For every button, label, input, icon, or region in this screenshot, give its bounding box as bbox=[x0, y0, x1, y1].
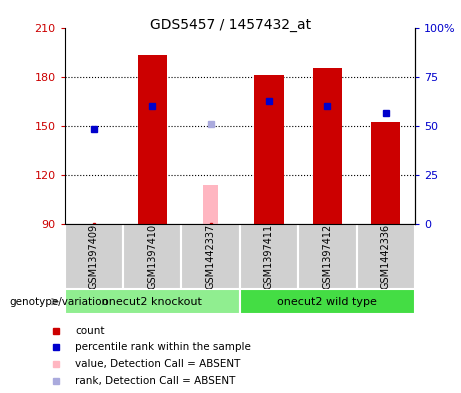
Text: percentile rank within the sample: percentile rank within the sample bbox=[75, 342, 251, 352]
Text: value, Detection Call = ABSENT: value, Detection Call = ABSENT bbox=[75, 359, 241, 369]
Text: rank, Detection Call = ABSENT: rank, Detection Call = ABSENT bbox=[75, 376, 236, 386]
Text: GSM1442337: GSM1442337 bbox=[206, 224, 216, 289]
Bar bbox=[254, 75, 284, 224]
Bar bbox=[240, 224, 298, 289]
Text: GDS5457 / 1457432_at: GDS5457 / 1457432_at bbox=[150, 18, 311, 32]
Bar bbox=[298, 224, 356, 289]
Text: GSM1442336: GSM1442336 bbox=[381, 224, 391, 289]
Bar bbox=[240, 289, 415, 314]
Bar bbox=[313, 68, 342, 224]
Bar bbox=[356, 224, 415, 289]
Bar bbox=[123, 224, 181, 289]
Text: GSM1397412: GSM1397412 bbox=[322, 224, 332, 289]
Text: genotype/variation: genotype/variation bbox=[9, 297, 108, 307]
Bar bbox=[65, 289, 240, 314]
Text: count: count bbox=[75, 326, 105, 336]
Text: GSM1397411: GSM1397411 bbox=[264, 224, 274, 289]
Text: onecut2 wild type: onecut2 wild type bbox=[278, 297, 377, 307]
Bar bbox=[65, 224, 123, 289]
Bar bbox=[371, 123, 400, 224]
Text: GSM1397409: GSM1397409 bbox=[89, 224, 99, 289]
Bar bbox=[181, 224, 240, 289]
Bar bbox=[203, 185, 218, 224]
Bar bbox=[137, 55, 167, 224]
Text: GSM1397410: GSM1397410 bbox=[147, 224, 157, 289]
Text: onecut2 knockout: onecut2 knockout bbox=[102, 297, 202, 307]
